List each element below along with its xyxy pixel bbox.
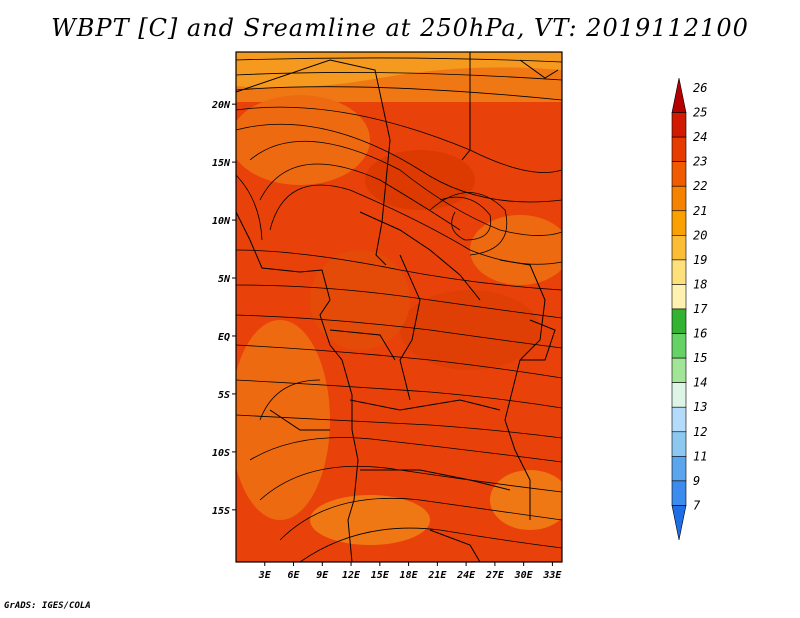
colorbar: 26 25 24 23 22 21 20 19 18 17 16 15 14 13 12 11 9 7 (671, 77, 708, 541)
lon-label: 21E (427, 570, 447, 581)
lat-label: 15S (212, 506, 230, 517)
lat-label: EQ (218, 332, 230, 343)
colorbar-label: 23 (693, 155, 707, 169)
lon-label: 27E (485, 570, 505, 581)
lon-label: 30E (514, 570, 534, 581)
credit-label: GrADS: IGES/COLA (4, 601, 91, 611)
colorbar-label: 9 (693, 474, 700, 488)
colorbar-label: 18 (693, 277, 707, 291)
latitude-axis: 20N 15N 10N 5N EQ 5S 10S 15S (211, 100, 236, 517)
wbpt-shading (236, 52, 562, 562)
colorbar-swatch (671, 431, 687, 457)
colorbar-swatch (671, 77, 687, 113)
streamlines (236, 57, 562, 562)
longitude-axis: 3E 6E 9E 12E 15E 18E 21E 24E 27E 30E 33E (258, 562, 562, 581)
lat-label: 10S (212, 448, 230, 459)
colorbar-label: 15 (693, 351, 707, 365)
plot-title: WBPT [C] and Sreamline at 250hPa, VT: 20… (51, 14, 749, 42)
colorbar-label: 12 (693, 425, 707, 439)
lon-label: 33E (542, 570, 562, 581)
colorbar-label: 7 (693, 498, 701, 512)
lon-label: 18E (400, 570, 419, 581)
colorbar-label: 11 (693, 449, 707, 463)
lat-label: 5S (218, 390, 230, 401)
colorbar-label: 13 (693, 400, 707, 414)
colorbar-swatch (671, 185, 687, 212)
colorbar-label: 21 (693, 204, 707, 218)
lat-label: 20N (211, 100, 231, 111)
lon-label: 12E (342, 570, 361, 581)
colorbar-swatch (671, 308, 687, 334)
colorbar-label: 14 (693, 376, 707, 390)
colorbar-label: 22 (693, 179, 707, 193)
colorbar-label: 24 (693, 130, 707, 144)
colorbar-swatch (671, 235, 687, 261)
lat-label: 15N (212, 158, 231, 169)
colorbar-swatch (671, 382, 687, 408)
colorbar-swatch (671, 210, 687, 236)
colorbar-swatch (671, 333, 687, 359)
colorbar-swatch (671, 284, 687, 310)
lat-label: 5N (218, 274, 231, 285)
lon-label: 24E (456, 570, 476, 581)
colorbar-label: 16 (693, 327, 707, 341)
colorbar-label: 20 (693, 228, 707, 242)
colorbar-swatch (671, 456, 687, 482)
colorbar-swatch (671, 505, 687, 541)
colorbar-swatch (671, 259, 687, 285)
lon-label: 15E (371, 570, 390, 581)
colorbar-swatch (671, 406, 687, 433)
lon-label: 9E (316, 570, 329, 581)
colorbar-swatch (671, 136, 687, 162)
lat-label: 10N (212, 216, 231, 227)
colorbar-label: 25 (693, 106, 707, 120)
colorbar-swatch (671, 112, 687, 138)
colorbar-swatch (671, 357, 687, 383)
colorbar-swatch (671, 480, 687, 506)
colorbar-label: 19 (693, 253, 707, 267)
colorbar-swatch (671, 161, 687, 187)
colorbar-label: 26 (693, 81, 707, 95)
colorbar-label: 17 (693, 302, 708, 316)
map-frame (235, 51, 563, 563)
lon-label: 6E (288, 570, 301, 581)
lon-label: 3E (258, 570, 272, 581)
